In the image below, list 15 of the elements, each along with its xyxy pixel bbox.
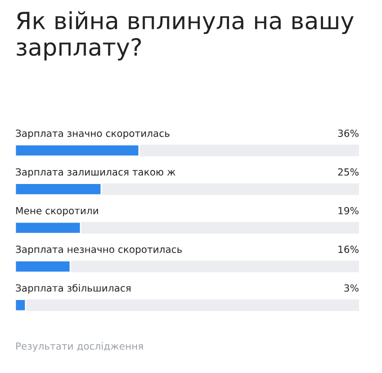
y-tick-label: Зарплата значно скоротилась <box>16 130 170 139</box>
text: Результати дослідження <box>16 342 143 352</box>
bar <box>15 298 26 312</box>
y-tick-label: Зарплата незначно скоротилась <box>16 246 182 255</box>
data-label: 19% <box>338 206 359 214</box>
y-tick-label: Мене скоротили <box>16 207 98 216</box>
chart-title: Як війна вплинула на вашу зарплату? <box>16 11 354 60</box>
data-label: 36% <box>338 130 359 137</box>
data-label: 3% <box>344 284 359 292</box>
bar <box>15 260 71 273</box>
data-label: 25% <box>338 168 359 176</box>
data-label: 16% <box>338 246 359 253</box>
bar <box>15 221 82 234</box>
y-tick-label: Зарплата залишилася такою ж <box>16 168 176 178</box>
y-tick-label: Зарплата збільшилася <box>16 284 130 294</box>
